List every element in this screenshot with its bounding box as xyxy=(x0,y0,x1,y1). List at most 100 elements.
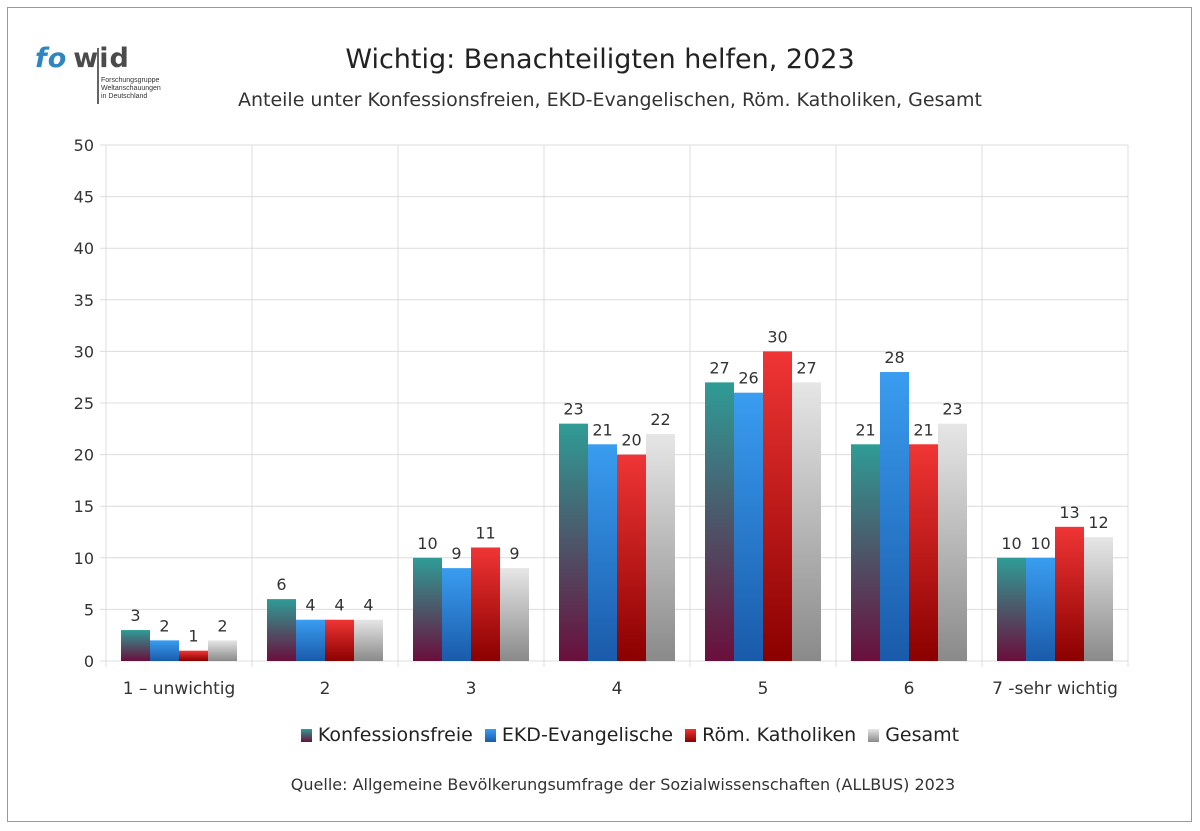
bar xyxy=(208,640,237,661)
bar xyxy=(500,568,529,661)
x-tick-label: 2 xyxy=(320,679,331,699)
data-label: 11 xyxy=(475,523,495,542)
data-label: 20 xyxy=(621,431,641,450)
fowid-logo: fo wid Forschungsgruppe Weltanschauungen … xyxy=(35,44,161,106)
data-label: 6 xyxy=(276,575,286,594)
data-label: 3 xyxy=(130,606,140,625)
x-tick-label: 6 xyxy=(904,679,915,699)
legend-swatch xyxy=(868,729,880,742)
logo-tagline: Forschungsgruppe Weltanschauungen in Deu… xyxy=(101,77,161,101)
data-label: 2 xyxy=(217,616,227,635)
data-label: 1 xyxy=(188,627,198,646)
bar xyxy=(1026,557,1055,661)
data-label: 4 xyxy=(334,596,344,615)
legend-swatch xyxy=(484,729,496,742)
chart-title: Wichtig: Benachteiligten helfen, 2023 xyxy=(345,44,855,75)
legend-label: EKD-Evangelische xyxy=(501,724,674,746)
bar xyxy=(588,444,617,661)
legend-label: Gesamt xyxy=(885,724,960,746)
bar xyxy=(705,382,734,661)
data-label: 28 xyxy=(884,348,904,367)
y-tick-label: 35 xyxy=(74,291,94,310)
legend-swatch xyxy=(685,729,697,742)
legend-item: Konfessionsfreie xyxy=(300,724,473,746)
x-axis: 1 – unwichtig 2 3 4 5 6 7 -sehr wichtig xyxy=(123,679,1118,699)
y-tick-label: 50 xyxy=(74,136,94,155)
bar xyxy=(442,568,471,661)
legend: Konfessionsfreie EKD-Evangelische Röm. Kat… xyxy=(0,724,1200,746)
y-tick-label: 45 xyxy=(74,188,94,207)
data-label: 10 xyxy=(1001,534,1021,553)
data-label: 9 xyxy=(451,544,461,563)
chart-subtitle: Anteile unter Konfessionsfreien, EKD-Eva… xyxy=(237,89,983,111)
legend-item: Gesamt xyxy=(868,724,959,746)
logo-tagline-line2: Weltanschauungen xyxy=(101,85,161,92)
data-label: 21 xyxy=(913,420,933,439)
y-tick-label: 20 xyxy=(74,446,94,465)
bar xyxy=(471,547,500,661)
logo-wordmark: fo wid xyxy=(35,44,130,74)
data-label: 23 xyxy=(563,400,583,419)
bar xyxy=(1055,526,1084,661)
data-label: 23 xyxy=(942,400,962,419)
bar xyxy=(296,619,325,661)
data-label: 13 xyxy=(1059,503,1079,522)
data-label: 30 xyxy=(767,327,787,346)
x-tick-label: 4 xyxy=(612,679,623,699)
data-label: 27 xyxy=(796,358,816,377)
y-tick-label: 25 xyxy=(74,394,94,413)
y-tick-label: 30 xyxy=(74,342,94,361)
bar xyxy=(851,444,880,661)
data-label: 21 xyxy=(592,420,612,439)
bar xyxy=(267,599,296,661)
logo-tagline-line3: in Deutschland xyxy=(101,93,148,100)
data-label: 21 xyxy=(855,420,875,439)
bar xyxy=(354,619,383,661)
source-note: Quelle: Allgemeine Bevölkerungsumfrage d… xyxy=(290,775,956,794)
legend-item: EKD-Evangelische xyxy=(484,724,674,746)
data-label: 4 xyxy=(305,596,315,615)
data-label: 12 xyxy=(1088,513,1108,532)
bar xyxy=(646,433,675,661)
logo-tagline-line1: Forschungsgruppe xyxy=(101,77,160,84)
logo-divider xyxy=(97,48,99,104)
bar xyxy=(734,392,763,661)
y-tick-label: 5 xyxy=(84,600,94,619)
y-axis: 0 5 10 15 20 25 30 35 40 45 50 xyxy=(74,136,94,671)
y-tick-label: 10 xyxy=(74,549,94,568)
bar xyxy=(792,382,821,661)
data-label: 27 xyxy=(709,358,729,377)
bars xyxy=(121,351,1113,661)
data-label: 10 xyxy=(1030,534,1050,553)
x-tick-label: 7 -sehr wichtig xyxy=(992,679,1118,699)
bar xyxy=(1084,537,1113,661)
bar xyxy=(938,423,967,661)
bar xyxy=(880,372,909,661)
x-tick-label: 1 – unwichtig xyxy=(123,679,236,699)
legend-item: Röm. Katholiken xyxy=(685,724,856,746)
bar xyxy=(325,619,354,661)
logo-word-fo: fo xyxy=(35,43,68,74)
y-tick-label: 15 xyxy=(74,497,94,516)
data-label: 22 xyxy=(650,410,670,429)
bar xyxy=(121,630,150,661)
y-tick-label: 0 xyxy=(84,652,94,671)
legend-label: Konfessionsfreie xyxy=(317,724,473,746)
logo-word-wid: wid xyxy=(73,43,130,74)
x-tick-label: 3 xyxy=(466,679,477,699)
bar xyxy=(617,454,646,661)
data-label: 4 xyxy=(363,596,373,615)
bar xyxy=(909,444,938,661)
legend-label: Röm. Katholiken xyxy=(702,724,857,746)
bar xyxy=(997,557,1026,661)
y-tick-label: 40 xyxy=(74,239,94,258)
x-tick-label: 5 xyxy=(758,679,769,699)
bar xyxy=(763,351,792,661)
data-label: 26 xyxy=(738,369,758,388)
bar xyxy=(179,650,208,661)
bar xyxy=(150,640,179,661)
bar xyxy=(413,557,442,661)
bar xyxy=(559,423,588,661)
